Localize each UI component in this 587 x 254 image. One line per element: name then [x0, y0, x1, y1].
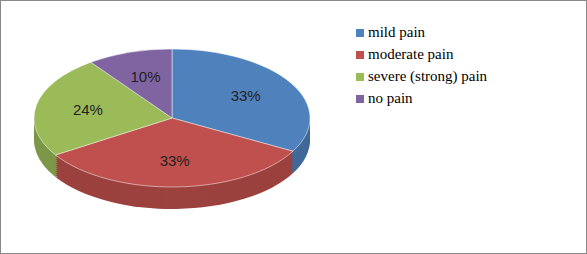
- legend-label: moderate pain: [368, 46, 454, 62]
- legend-swatch: [356, 95, 364, 103]
- legend-swatch: [356, 73, 364, 81]
- data-labels: 33% 33% 24% 10%: [73, 68, 261, 168]
- legend: mild pain moderate pain severe (strong) pa…: [356, 24, 488, 106]
- plot-area: [34, 49, 310, 209]
- data-label: 10%: [131, 68, 161, 85]
- data-label: 33%: [231, 87, 261, 104]
- pie-slice: [34, 62, 172, 155]
- legend-swatch: [356, 29, 364, 37]
- chart: 33% 33% 24% 10% mild pain moderate pain severe…: [0, 0, 587, 254]
- data-label: 24%: [73, 101, 103, 118]
- chart-frame: [1, 1, 587, 254]
- legend-label: no pain: [368, 90, 413, 106]
- pie-top: [34, 49, 310, 187]
- pie-slice: [91, 49, 172, 118]
- legend-label: severe (strong) pain: [368, 68, 488, 85]
- data-label: 33%: [160, 152, 190, 169]
- legend-swatch: [356, 51, 364, 59]
- legend-label: mild pain: [368, 24, 426, 40]
